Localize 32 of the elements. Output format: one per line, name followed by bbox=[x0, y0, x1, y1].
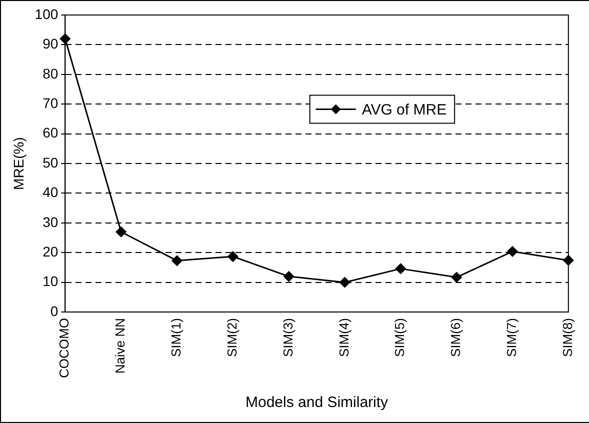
y-tick-label: 50 bbox=[42, 154, 58, 170]
x-tick-label: SIM(8) bbox=[560, 318, 575, 358]
legend-label: AVG of MRE bbox=[362, 101, 447, 118]
point bbox=[507, 246, 518, 257]
point bbox=[284, 271, 294, 282]
x-tick-label: SIM(2) bbox=[224, 318, 240, 358]
y-tick-label: 100 bbox=[34, 6, 58, 22]
point bbox=[451, 272, 462, 283]
y-tick-label: 10 bbox=[42, 273, 58, 290]
point bbox=[395, 263, 406, 274]
y-tick-label: 80 bbox=[42, 65, 58, 82]
point bbox=[172, 255, 182, 266]
y-tick-label: 20 bbox=[42, 244, 58, 260]
point bbox=[228, 251, 238, 262]
point bbox=[116, 226, 126, 238]
y-tick-label: 0 bbox=[50, 302, 58, 319]
x-tick-label: SIM(5) bbox=[392, 318, 408, 358]
y-tick-label: 30 bbox=[42, 214, 58, 230]
y-tick-label: 90 bbox=[42, 36, 58, 52]
x-axis-title: Models and Similarity bbox=[246, 394, 389, 412]
y-tick-label: 40 bbox=[42, 184, 58, 200]
point bbox=[339, 277, 350, 288]
x-tick-label: SIM(1) bbox=[168, 318, 184, 358]
y-axis-title: MRE(%) bbox=[10, 137, 26, 190]
y-tick-label: 70 bbox=[42, 94, 58, 111]
x-tick-label: COCOMO bbox=[56, 318, 72, 378]
x-tick-label: Naive NN bbox=[112, 318, 128, 374]
y-tick-label: 60 bbox=[42, 124, 58, 141]
x-tick-label: SIM(7) bbox=[504, 318, 520, 358]
x-tick-label: SIM(3) bbox=[280, 318, 296, 358]
x-tick-label: SIM(4) bbox=[336, 318, 352, 358]
x-tick-label: SIM(6) bbox=[448, 318, 464, 358]
